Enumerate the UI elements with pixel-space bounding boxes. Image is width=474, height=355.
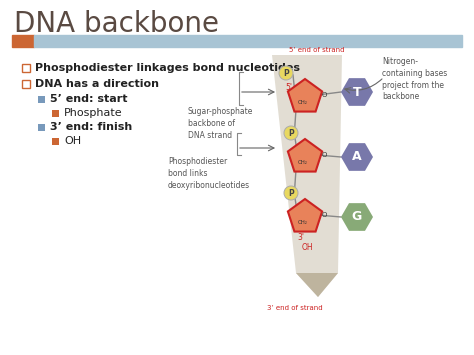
Text: OH: OH [301, 242, 313, 251]
Text: DNA has a direction: DNA has a direction [35, 79, 159, 89]
Bar [12, 35, 34, 47]
Text: CH₂: CH₂ [298, 219, 308, 224]
Circle shape [284, 126, 298, 140]
Text: Sugar-phosphate
backbone of
DNA strand: Sugar-phosphate backbone of DNA strand [188, 107, 254, 140]
Text: P: P [288, 129, 294, 137]
Text: P: P [283, 69, 289, 77]
Text: 3': 3' [298, 234, 304, 242]
Text: DNA backbone: DNA backbone [14, 10, 219, 38]
Bar [22, 80, 30, 88]
Polygon shape [288, 199, 322, 231]
Text: CH₂: CH₂ [298, 99, 308, 104]
Text: CH₂: CH₂ [298, 159, 308, 164]
Text: 3’ end of strand: 3’ end of strand [267, 305, 323, 311]
Polygon shape [341, 78, 373, 106]
Bar [38, 124, 45, 131]
Circle shape [284, 186, 298, 200]
Bar [52, 137, 59, 144]
Text: 5': 5' [285, 82, 292, 92]
Text: 5’ end of strand: 5’ end of strand [289, 47, 345, 53]
Text: Nitrogen-
containing bases
project from the
backbone: Nitrogen- containing bases project from … [382, 57, 447, 102]
Text: Phosphodiester
bond links
deoxyribonucleotides: Phosphodiester bond links deoxyribonucle… [168, 157, 250, 190]
Text: 5’ end: start: 5’ end: start [50, 94, 128, 104]
Text: T: T [353, 86, 361, 98]
Text: O: O [321, 212, 327, 218]
Polygon shape [288, 139, 322, 171]
Polygon shape [296, 273, 338, 297]
Polygon shape [341, 143, 373, 171]
Text: O: O [321, 152, 327, 158]
Polygon shape [268, 55, 342, 297]
Text: Phosphate: Phosphate [64, 108, 123, 118]
Text: A: A [352, 151, 362, 164]
Bar [52, 109, 59, 116]
Text: P: P [288, 189, 294, 197]
Polygon shape [341, 203, 373, 231]
Circle shape [279, 66, 293, 80]
Bar [22, 64, 30, 72]
Text: O: O [321, 92, 327, 98]
Text: G: G [352, 211, 362, 224]
Bar [34, 35, 462, 47]
Polygon shape [288, 79, 322, 111]
Text: Phosphodiester linkages bond nucleotides: Phosphodiester linkages bond nucleotides [35, 63, 300, 73]
Text: OH: OH [64, 136, 81, 146]
Bar [38, 96, 45, 103]
Text: 3’ end: finish: 3’ end: finish [50, 122, 132, 132]
